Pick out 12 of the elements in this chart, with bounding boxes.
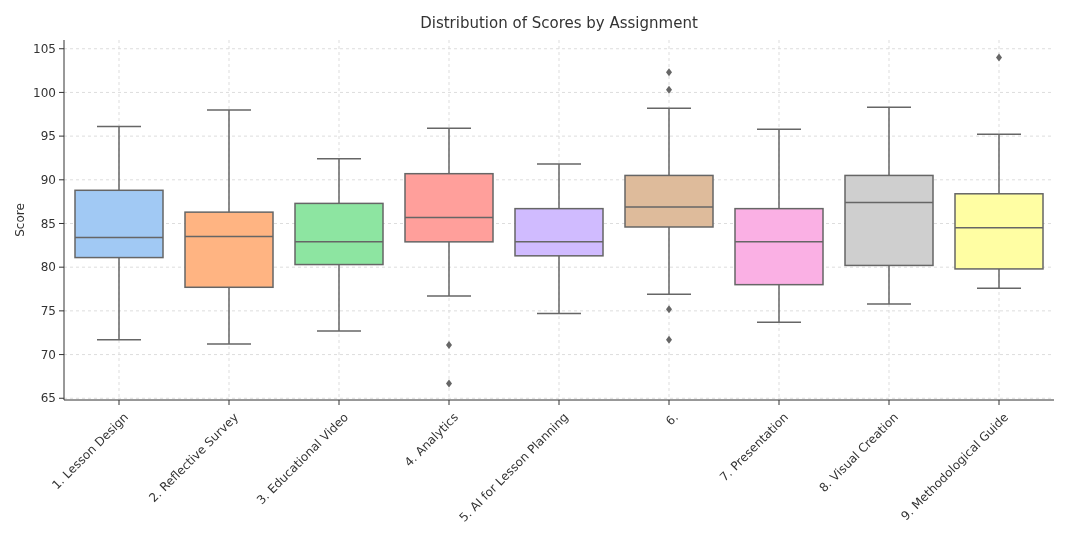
y-tick-label: 100 (33, 85, 56, 100)
y-tick-label: 105 (33, 41, 56, 56)
y-tick-label: 95 (40, 129, 56, 144)
x-tick-label: 6. (663, 410, 682, 429)
chart-title: Distribution of Scores by Assignment (420, 14, 698, 32)
y-tick-label: 65 (40, 391, 56, 406)
y-tick-label: 70 (40, 347, 56, 362)
y-axis-title: Score (13, 203, 27, 237)
y-tick-label: 80 (40, 260, 56, 275)
y-tick-label: 75 (40, 304, 56, 319)
y-tick-label: 85 (40, 216, 56, 231)
y-tick-label: 90 (40, 173, 56, 188)
